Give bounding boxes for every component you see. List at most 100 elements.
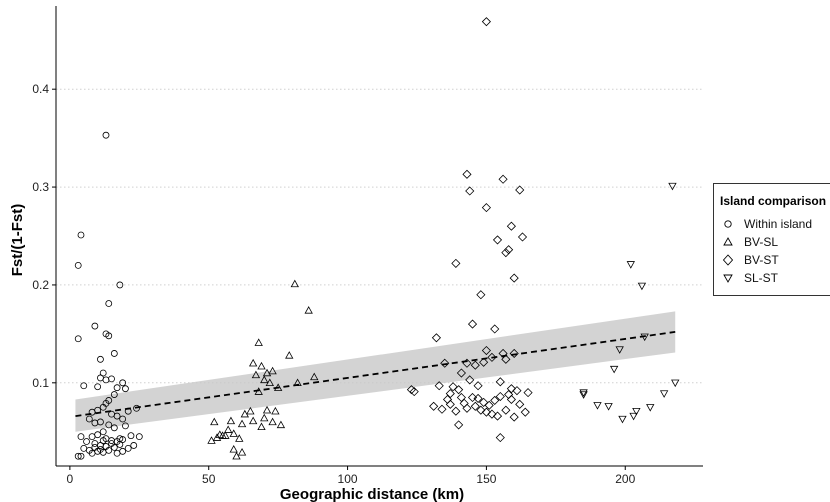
data-point-diamond xyxy=(454,420,464,430)
data-point-circle xyxy=(105,300,113,307)
data-point-triangle-up xyxy=(229,429,238,437)
data-point-diamond xyxy=(406,385,416,395)
data-point-circle xyxy=(133,404,140,412)
data-point-triangle-up xyxy=(257,361,266,370)
data-point-triangle-up xyxy=(260,413,269,422)
data-point-diamond xyxy=(434,381,444,391)
data-point-triangle-down xyxy=(579,391,588,399)
data-point-triangle-up xyxy=(290,279,299,288)
data-point-circle xyxy=(119,415,127,423)
data-point-diamond xyxy=(465,375,475,385)
data-point-triangle-up xyxy=(237,447,247,456)
data-point-triangle-down xyxy=(632,407,641,416)
y-tick-label: 0.4 xyxy=(32,82,49,96)
data-point-triangle-up xyxy=(268,417,277,426)
data-point-triangle-up xyxy=(240,409,250,418)
data-point-triangle-up xyxy=(221,431,230,439)
data-point-triangle-down xyxy=(609,365,619,374)
data-point-circle xyxy=(99,403,107,411)
data-point-circle xyxy=(105,446,113,454)
data-point-circle xyxy=(122,422,129,430)
x-tick-label: 50 xyxy=(202,472,216,486)
data-point-diamond xyxy=(479,397,489,407)
data-point-circle xyxy=(88,433,96,441)
data-point-triangle-up xyxy=(232,451,241,460)
data-point-diamond xyxy=(437,404,447,414)
legend-label: Within island xyxy=(744,217,813,231)
data-point-diamond xyxy=(465,186,475,196)
data-point-diamond xyxy=(473,381,483,391)
data-point-circle xyxy=(135,433,143,441)
data-point-circle xyxy=(105,421,113,429)
data-point-circle xyxy=(119,447,127,455)
data-point-triangle-down xyxy=(646,404,655,412)
legend-label: BV-ST xyxy=(744,253,779,267)
data-point-triangle-down xyxy=(593,402,602,410)
data-point-diamond xyxy=(481,203,491,213)
x-tick-label: 200 xyxy=(615,472,635,486)
data-point-diamond xyxy=(429,401,439,411)
y-tick-label: 0.1 xyxy=(32,376,49,390)
data-point-diamond xyxy=(517,232,528,242)
data-point-diamond xyxy=(409,387,419,397)
data-point-diamond xyxy=(498,348,508,359)
data-point-triangle-up xyxy=(210,417,219,426)
data-point-diamond xyxy=(501,354,511,364)
data-point-triangle-down xyxy=(671,379,680,388)
data-point-circle xyxy=(99,437,107,444)
data-point-triangle-up xyxy=(260,375,269,384)
data-point-diamond xyxy=(501,248,511,258)
confidence-band xyxy=(75,311,676,432)
data-point-triangle-up xyxy=(246,406,255,415)
data-point-diamond xyxy=(445,389,455,399)
data-point-triangle-up xyxy=(268,366,277,375)
data-point-diamond xyxy=(476,405,486,415)
legend-item-bv-sl: BV-SL xyxy=(720,233,830,251)
data-point-diamond xyxy=(484,400,494,410)
data-point-triangle-up xyxy=(215,430,225,438)
regression-line-layer xyxy=(75,331,676,417)
data-point-circle xyxy=(97,355,104,363)
data-point-triangle-down xyxy=(629,412,638,421)
data-point-diamond xyxy=(495,391,505,402)
data-point-circle xyxy=(130,442,138,449)
data-point-diamond xyxy=(467,319,478,329)
data-point-circle xyxy=(77,231,85,239)
data-point-circle xyxy=(110,391,118,398)
data-point-triangle-up xyxy=(237,419,247,428)
data-point-triangle-up xyxy=(304,306,313,314)
legend-item-sl-st: SL-ST xyxy=(720,269,830,287)
data-point-diamond xyxy=(501,405,511,415)
data-point-circle xyxy=(91,444,99,451)
data-point-circle xyxy=(122,385,129,393)
data-point-diamond xyxy=(481,345,491,356)
data-point-triangle-up xyxy=(262,405,272,414)
data-point-diamond xyxy=(509,412,519,422)
data-point-diamond xyxy=(467,392,478,403)
data-point-circle xyxy=(116,435,124,442)
data-point-circle xyxy=(74,335,82,343)
data-point-triangle-up xyxy=(276,420,286,429)
data-point-diamond xyxy=(492,411,503,421)
diamond-marker-icon xyxy=(722,254,734,266)
data-point-circle xyxy=(124,444,132,452)
data-point-circle xyxy=(77,452,85,460)
data-point-circle xyxy=(108,375,115,383)
data-point-triangle-down xyxy=(618,415,627,424)
data-point-triangle-up xyxy=(271,406,280,415)
data-point-diamond xyxy=(506,394,516,405)
data-point-diamond xyxy=(440,358,450,368)
data-point-diamond xyxy=(512,386,522,396)
data-point-triangle-up xyxy=(229,445,238,453)
data-point-circle xyxy=(91,322,99,330)
data-point-diamond xyxy=(445,399,455,409)
legend-title: Island comparison xyxy=(720,194,827,208)
circle-marker-icon xyxy=(724,220,732,228)
data-point-triangle-down xyxy=(579,389,588,397)
legend-label: BV-SL xyxy=(744,235,779,249)
data-point-circle xyxy=(80,382,88,390)
data-point-circle xyxy=(110,350,118,357)
data-point-triangle-up xyxy=(254,338,263,346)
data-point-triangle-down xyxy=(626,261,635,269)
